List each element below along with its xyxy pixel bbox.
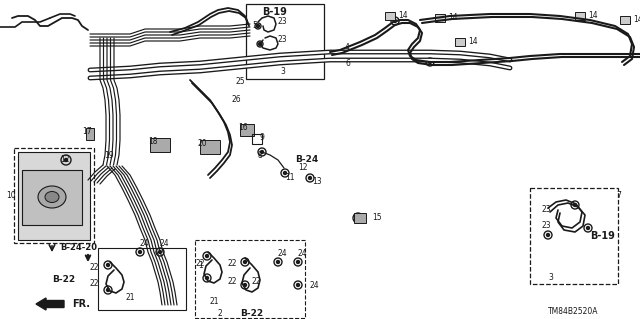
Bar	[530, 188, 618, 284]
Text: 1: 1	[198, 261, 203, 270]
Circle shape	[573, 204, 577, 206]
Text: B-24-20: B-24-20	[60, 243, 97, 253]
Text: 22: 22	[90, 263, 99, 272]
Circle shape	[205, 277, 209, 279]
Bar	[240, 124, 254, 136]
Text: 18: 18	[148, 137, 157, 146]
Bar	[620, 16, 630, 24]
Circle shape	[259, 42, 262, 46]
Circle shape	[243, 284, 246, 286]
Circle shape	[260, 151, 264, 153]
Bar	[150, 138, 170, 152]
Bar	[86, 128, 94, 140]
Ellipse shape	[45, 191, 59, 203]
Text: B-22: B-22	[52, 276, 75, 285]
Text: 11: 11	[285, 174, 294, 182]
Text: 23: 23	[278, 35, 287, 44]
Text: 14: 14	[468, 38, 477, 47]
Text: 14: 14	[633, 16, 640, 25]
Circle shape	[276, 261, 280, 263]
Circle shape	[284, 172, 287, 174]
Bar	[252, 134, 262, 144]
Circle shape	[257, 25, 259, 27]
Circle shape	[205, 255, 209, 257]
Text: 7: 7	[616, 191, 621, 201]
Text: 13: 13	[312, 177, 322, 187]
Bar	[435, 14, 445, 22]
Text: 24: 24	[140, 240, 150, 249]
Text: 3: 3	[280, 68, 285, 77]
Text: 4: 4	[345, 43, 350, 53]
FancyArrow shape	[36, 298, 64, 310]
Circle shape	[106, 263, 109, 266]
Bar	[246, 4, 324, 79]
Bar	[14, 148, 94, 243]
Text: 15: 15	[372, 213, 381, 222]
Text: 17: 17	[82, 128, 92, 137]
Text: B-22: B-22	[240, 309, 263, 318]
Text: 8: 8	[258, 152, 263, 160]
Text: 5: 5	[252, 21, 257, 31]
Bar	[385, 12, 395, 20]
Text: 23: 23	[542, 221, 552, 231]
Circle shape	[296, 284, 300, 286]
Circle shape	[159, 250, 161, 254]
Text: 16: 16	[238, 123, 248, 132]
Text: 21: 21	[126, 293, 136, 302]
Text: 22: 22	[228, 278, 237, 286]
Text: 24: 24	[160, 240, 170, 249]
Text: 21: 21	[210, 298, 220, 307]
Text: 20: 20	[198, 139, 207, 149]
Text: FR.: FR.	[72, 299, 90, 309]
Text: 22: 22	[228, 259, 237, 269]
Text: 19: 19	[104, 151, 114, 160]
Bar	[200, 140, 220, 154]
Circle shape	[394, 19, 397, 23]
Circle shape	[308, 176, 312, 180]
Text: 22: 22	[252, 278, 262, 286]
Text: TM84B2520A: TM84B2520A	[548, 308, 598, 316]
Text: 25: 25	[235, 78, 244, 86]
Bar	[22, 170, 82, 225]
Bar	[98, 248, 186, 310]
Text: 22: 22	[90, 279, 99, 288]
Circle shape	[429, 61, 431, 63]
Bar	[18, 152, 90, 240]
Text: 22: 22	[196, 259, 205, 269]
Text: 24: 24	[310, 280, 319, 290]
Circle shape	[296, 261, 300, 263]
Circle shape	[65, 159, 67, 161]
Circle shape	[547, 234, 550, 236]
Text: B-19: B-19	[590, 231, 615, 241]
Bar	[455, 38, 465, 46]
Text: 6: 6	[345, 60, 350, 69]
Circle shape	[138, 250, 141, 254]
Text: B-24: B-24	[295, 155, 318, 165]
Text: 3: 3	[548, 273, 553, 283]
Text: 12: 12	[298, 164, 307, 173]
Text: B-19: B-19	[262, 7, 287, 17]
Text: 9: 9	[260, 133, 265, 143]
Text: 26: 26	[232, 95, 242, 105]
Bar	[195, 240, 305, 318]
Text: 10: 10	[6, 191, 15, 201]
Text: 14: 14	[448, 13, 458, 23]
Circle shape	[243, 261, 246, 263]
Bar	[575, 12, 585, 20]
Ellipse shape	[38, 186, 66, 208]
Text: 24: 24	[298, 249, 308, 258]
Text: 14: 14	[398, 11, 408, 20]
Text: 23: 23	[542, 205, 552, 214]
Text: 14: 14	[588, 11, 598, 20]
Circle shape	[356, 217, 360, 219]
Bar	[354, 213, 366, 223]
Text: 24: 24	[278, 249, 287, 258]
Text: 23: 23	[278, 18, 287, 26]
Circle shape	[106, 288, 109, 292]
Circle shape	[586, 226, 589, 229]
Text: 2: 2	[218, 309, 223, 318]
Text: 12: 12	[60, 155, 70, 165]
